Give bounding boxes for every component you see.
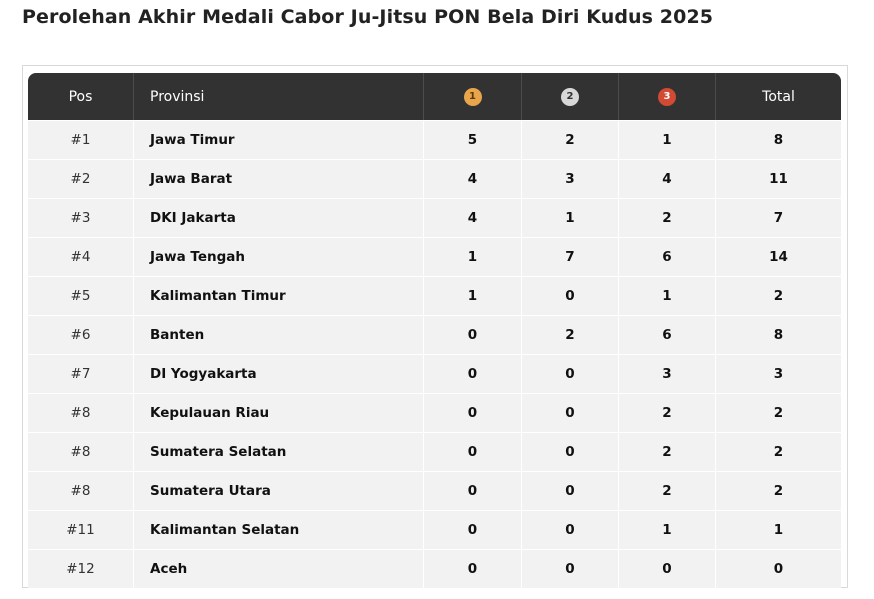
cell-provinsi: Kepulauan Riau: [134, 393, 424, 432]
header-total: Total: [716, 73, 841, 120]
cell-total: 7: [716, 198, 841, 237]
cell-bronze: 1: [619, 120, 716, 159]
cell-gold: 5: [424, 120, 522, 159]
cell-silver: 0: [522, 432, 619, 471]
cell-bronze: 6: [619, 237, 716, 276]
cell-provinsi: Jawa Barat: [134, 159, 424, 198]
cell-pos: #4: [28, 237, 134, 276]
cell-provinsi: Kalimantan Selatan: [134, 510, 424, 549]
table-row: #2 Jawa Barat 4 3 4 11: [28, 159, 841, 198]
cell-gold: 4: [424, 159, 522, 198]
table-row: #8 Sumatera Utara 0 0 2 2: [28, 471, 841, 510]
medal-table: Pos Provinsi 1 2 3 Total #1 Jawa Timur 5 2 1…: [28, 73, 841, 588]
header-bronze: 3: [619, 73, 716, 120]
cell-bronze: 2: [619, 471, 716, 510]
cell-provinsi: DI Yogyakarta: [134, 354, 424, 393]
cell-silver: 1: [522, 198, 619, 237]
cell-pos: #1: [28, 120, 134, 159]
header-provinsi: Provinsi: [134, 73, 424, 120]
table-row: #1 Jawa Timur 5 2 1 8: [28, 120, 841, 159]
cell-provinsi: Sumatera Utara: [134, 471, 424, 510]
table-body: #1 Jawa Timur 5 2 1 8 #2 Jawa Barat 4 3 4 11 #3 DKI J…: [28, 120, 841, 588]
cell-bronze: 2: [619, 432, 716, 471]
cell-total: 11: [716, 159, 841, 198]
cell-total: 2: [716, 276, 841, 315]
bronze-medal-icon: 3: [658, 87, 676, 106]
cell-provinsi: Sumatera Selatan: [134, 432, 424, 471]
cell-total: 3: [716, 354, 841, 393]
cell-total: 1: [716, 510, 841, 549]
cell-silver: 7: [522, 237, 619, 276]
cell-bronze: 1: [619, 276, 716, 315]
gold-medal-icon: 1: [463, 87, 482, 106]
cell-silver: 0: [522, 471, 619, 510]
cell-total: 2: [716, 471, 841, 510]
cell-provinsi: Jawa Timur: [134, 120, 424, 159]
cell-gold: 1: [424, 276, 522, 315]
table-row: #8 Sumatera Selatan 0 0 2 2: [28, 432, 841, 471]
cell-silver: 0: [522, 276, 619, 315]
cell-pos: #8: [28, 393, 134, 432]
table-header-row: Pos Provinsi 1 2 3 Total: [28, 73, 841, 120]
cell-bronze: 6: [619, 315, 716, 354]
cell-silver: 0: [522, 510, 619, 549]
cell-pos: #8: [28, 432, 134, 471]
table-row: #11 Kalimantan Selatan 0 0 1 1: [28, 510, 841, 549]
silver-medal-icon: 2: [561, 87, 579, 106]
cell-silver: 2: [522, 120, 619, 159]
table-row: #4 Jawa Tengah 1 7 6 14: [28, 237, 841, 276]
cell-silver: 2: [522, 315, 619, 354]
header-gold: 1: [424, 73, 522, 120]
cell-gold: 4: [424, 198, 522, 237]
cell-silver: 3: [522, 159, 619, 198]
table-row: #12 Aceh 0 0 0 0: [28, 549, 841, 588]
cell-bronze: 2: [619, 198, 716, 237]
cell-pos: #7: [28, 354, 134, 393]
cell-bronze: 2: [619, 393, 716, 432]
cell-gold: 0: [424, 549, 522, 588]
table-row: #3 DKI Jakarta 4 1 2 7: [28, 198, 841, 237]
cell-pos: #8: [28, 471, 134, 510]
table-row: #5 Kalimantan Timur 1 0 1 2: [28, 276, 841, 315]
cell-total: 2: [716, 432, 841, 471]
cell-total: 14: [716, 237, 841, 276]
table-row: #7 DI Yogyakarta 0 0 3 3: [28, 354, 841, 393]
header-pos: Pos: [28, 73, 134, 120]
cell-pos: #6: [28, 315, 134, 354]
cell-provinsi: Kalimantan Timur: [134, 276, 424, 315]
page-title: Perolehan Akhir Medali Cabor Ju-Jitsu PO…: [22, 6, 714, 28]
cell-pos: #3: [28, 198, 134, 237]
cell-bronze: 3: [619, 354, 716, 393]
cell-bronze: 4: [619, 159, 716, 198]
cell-gold: 0: [424, 432, 522, 471]
cell-provinsi: Jawa Tengah: [134, 237, 424, 276]
table-row: #6 Banten 0 2 6 8: [28, 315, 841, 354]
cell-bronze: 0: [619, 549, 716, 588]
cell-total: 8: [716, 315, 841, 354]
cell-pos: #5: [28, 276, 134, 315]
cell-provinsi: Banten: [134, 315, 424, 354]
cell-pos: #2: [28, 159, 134, 198]
cell-silver: 0: [522, 354, 619, 393]
cell-gold: 0: [424, 315, 522, 354]
cell-gold: 0: [424, 510, 522, 549]
cell-gold: 0: [424, 354, 522, 393]
medal-table-container: Pos Provinsi 1 2 3 Total #1 Jawa Timur 5 2 1…: [22, 65, 848, 588]
cell-total: 0: [716, 549, 841, 588]
cell-total: 2: [716, 393, 841, 432]
cell-silver: 0: [522, 549, 619, 588]
cell-provinsi: DKI Jakarta: [134, 198, 424, 237]
cell-silver: 0: [522, 393, 619, 432]
table-row: #8 Kepulauan Riau 0 0 2 2: [28, 393, 841, 432]
cell-provinsi: Aceh: [134, 549, 424, 588]
cell-pos: #12: [28, 549, 134, 588]
cell-gold: 1: [424, 237, 522, 276]
cell-pos: #11: [28, 510, 134, 549]
header-silver: 2: [522, 73, 619, 120]
cell-gold: 0: [424, 471, 522, 510]
cell-total: 8: [716, 120, 841, 159]
cell-bronze: 1: [619, 510, 716, 549]
cell-gold: 0: [424, 393, 522, 432]
